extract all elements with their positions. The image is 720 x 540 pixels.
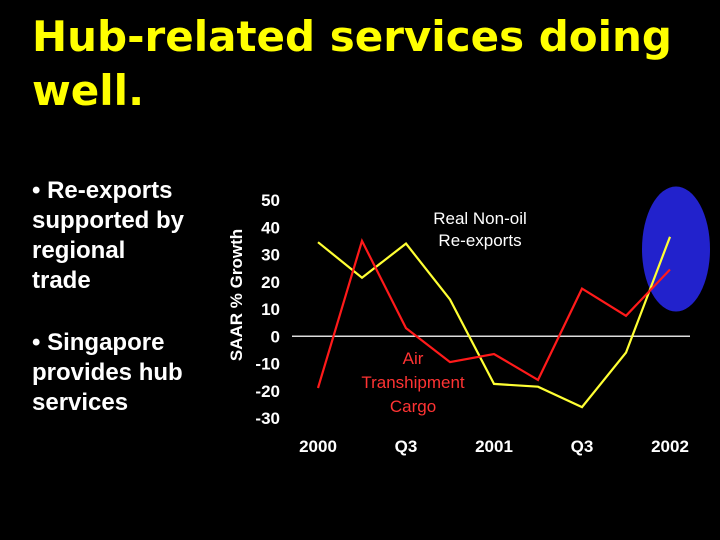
y-axis-label: SAAR % Growth xyxy=(227,229,246,361)
x-tick-label: 2000 xyxy=(299,437,337,456)
x-tick-label: Q3 xyxy=(571,437,594,456)
bullet-list: • Re-exports supported by regional trade… xyxy=(32,176,222,450)
series-line-re-exports xyxy=(317,236,672,409)
y-tick-label: 50 xyxy=(261,191,280,210)
bullet-re-exports: • Re-exports supported by regional trade xyxy=(32,177,185,294)
series-line-air-cargo xyxy=(316,237,671,389)
y-tick-label: 0 xyxy=(271,327,280,346)
annotation-re-exports: Real Non-oil Re-exports xyxy=(433,209,527,250)
y-tick-label: 30 xyxy=(261,246,280,265)
bullet-hub-services: • Singapore provides hub services xyxy=(32,329,183,416)
x-tick-label: 2002 xyxy=(651,437,689,456)
y-tick-label: -10 xyxy=(255,355,280,374)
y-tick-label: 40 xyxy=(261,218,280,237)
y-tick-label: 20 xyxy=(261,273,280,292)
highlight-ellipse xyxy=(642,186,710,312)
annotation-air-cargo: Air Transhipment Cargo xyxy=(361,349,465,416)
x-tick-label: 2001 xyxy=(475,437,513,456)
slide-title: Hub-related services doing well. xyxy=(32,12,672,115)
x-tick-label: Q3 xyxy=(395,437,418,456)
y-tick-label: -20 xyxy=(255,382,280,401)
y-tick-label: 10 xyxy=(261,300,280,319)
y-tick-label: -30 xyxy=(255,409,280,428)
